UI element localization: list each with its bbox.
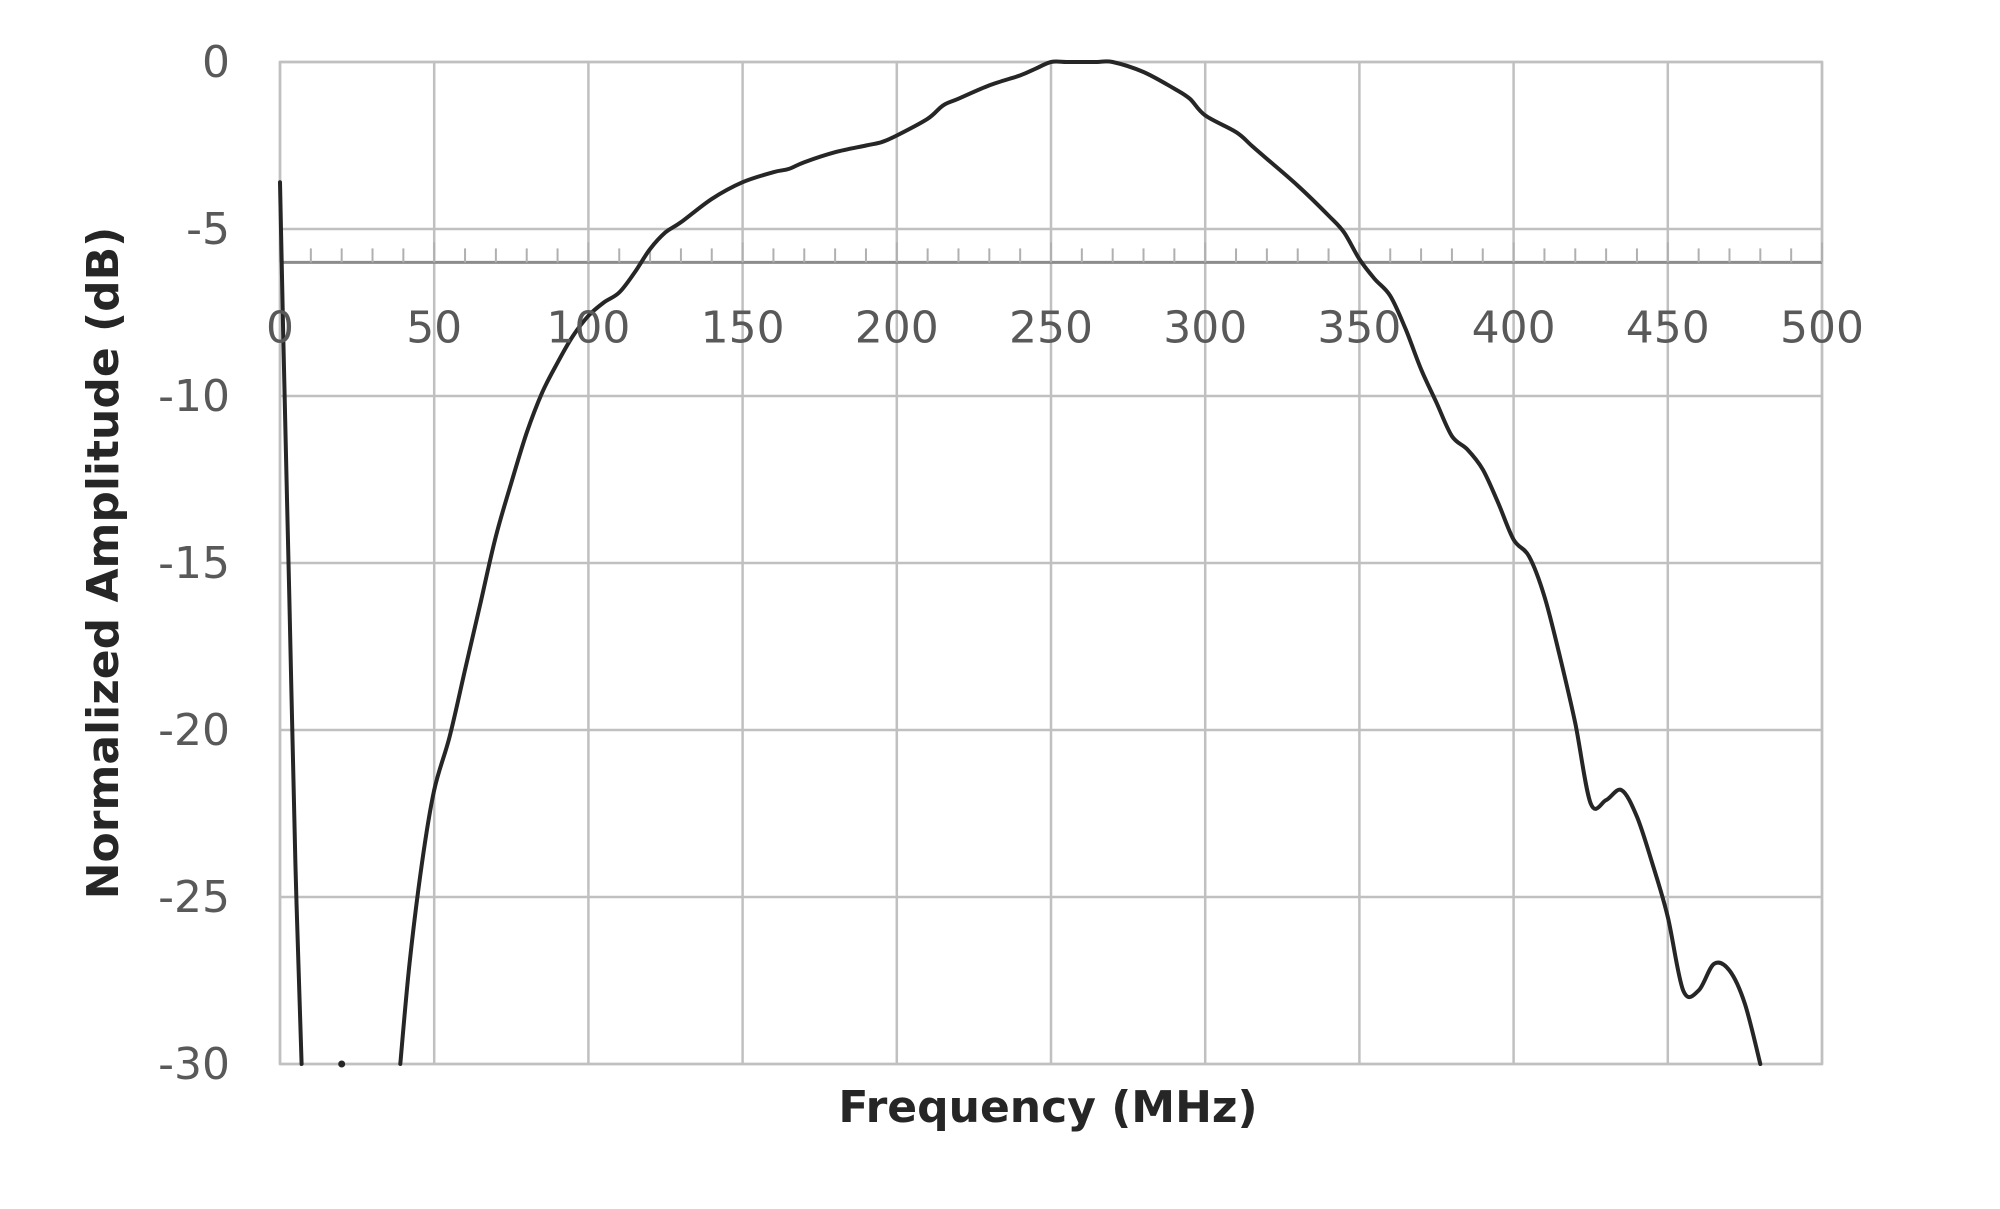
x-tick-label: 100 <box>546 302 630 353</box>
y-tick-label: -20 <box>158 705 230 756</box>
x-tick-label: 200 <box>855 302 939 353</box>
y-tick-label: -5 <box>186 204 230 255</box>
x-tick-label: 50 <box>406 302 462 353</box>
y-tick-label: -15 <box>158 538 230 589</box>
y-tick-label: 0 <box>202 37 230 88</box>
x-tick-label: 250 <box>1009 302 1093 353</box>
x-tick-label: 500 <box>1780 302 1864 353</box>
x-tick-label: 150 <box>701 302 785 353</box>
y-axis-title: Normalized Amplitude (dB) <box>78 227 129 900</box>
data-point <box>338 1060 346 1068</box>
x-axis-title: Frequency (MHz) <box>838 1082 1257 1133</box>
y-tick-label: -10 <box>158 371 230 422</box>
label-layer: 0 50 100 150 200 250 300 350 400 450 500 0 -5 -10 -15 -… <box>158 37 1864 1090</box>
series-layer <box>278 59 1763 1068</box>
x-tick-label: 300 <box>1163 302 1247 353</box>
x-tick-label: 350 <box>1317 302 1401 353</box>
x-tick-label: 400 <box>1472 302 1556 353</box>
series-line <box>398 59 1763 1066</box>
series-line <box>278 180 304 1066</box>
x-tick-label: 0 <box>266 302 294 353</box>
y-tick-label: -25 <box>158 872 230 923</box>
grid-layer <box>278 60 1824 1066</box>
y-tick-label: -30 <box>158 1039 230 1090</box>
x-tick-label: 450 <box>1626 302 1710 353</box>
